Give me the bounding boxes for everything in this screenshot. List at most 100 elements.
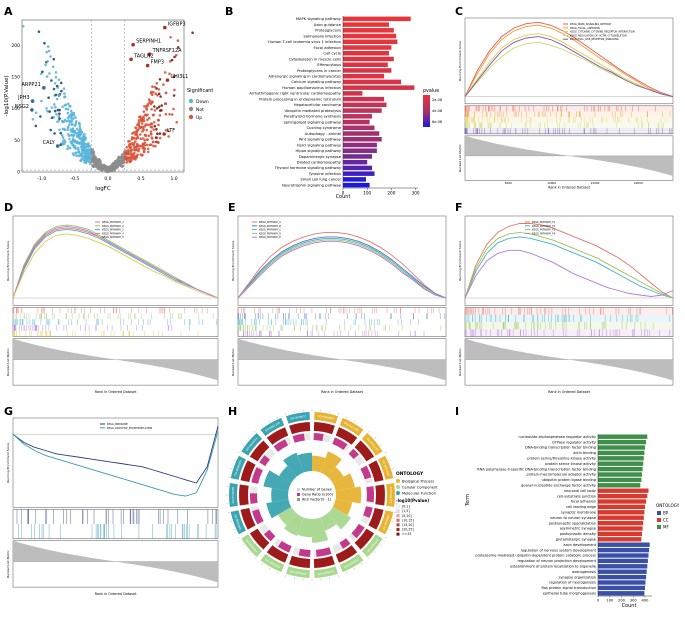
volcano-point — [102, 164, 105, 167]
panel-letter-g: G — [4, 405, 13, 418]
volcano-point — [48, 110, 51, 113]
gsea-legend-label: KEGG_PATHWAY_F2 — [532, 225, 556, 228]
panel-letter-d: D — [4, 201, 13, 214]
volcano-point — [48, 72, 51, 75]
go-bar — [598, 537, 641, 541]
volcano-point — [168, 113, 171, 116]
go-bar — [598, 586, 645, 590]
legend-label-up: Up — [196, 115, 202, 121]
volcano-point — [144, 135, 147, 138]
gsea-xlabel: Rank in Ordered Dataset — [95, 592, 138, 596]
volcano-point — [56, 85, 59, 88]
volcano-point — [138, 147, 141, 150]
ontology-dot-bp — [396, 479, 400, 483]
volcano-point — [87, 158, 90, 161]
kegg-bar — [343, 160, 367, 165]
go-term-label: postsynaptic density — [560, 532, 596, 536]
volcano-point — [139, 115, 142, 118]
gene-label: LTF — [167, 128, 175, 134]
volcano-ytick: 0 — [17, 170, 20, 176]
gsea-ylabel-top: Running Enrichment Score — [231, 241, 235, 281]
volcano-point — [129, 153, 132, 156]
gsea-legend-label: KEGG_PATHWAY_2 — [102, 225, 124, 228]
volcano-point — [148, 117, 151, 120]
panel-letter-c: C — [455, 5, 463, 18]
volcano-point — [54, 110, 57, 113]
volcano-point — [147, 151, 150, 154]
kegg-bar — [343, 120, 370, 125]
volcano-point — [144, 125, 147, 128]
kegg-bar — [343, 183, 370, 188]
go-legend-label-mf: MF — [663, 525, 669, 530]
labeled-gene-point — [162, 132, 166, 136]
kegg-bar — [343, 177, 366, 182]
go-center-legend: Number of Genes Gene Ratio (x100) Rich F… — [297, 488, 334, 502]
volcano-point — [139, 137, 142, 140]
go-term-label: axon development — [563, 543, 596, 547]
pvalue-bin-key — [397, 528, 400, 531]
volcano-point — [82, 135, 85, 138]
gsea-xlabel: Rank in Ordered Dataset — [95, 390, 138, 394]
volcano-point — [134, 131, 137, 134]
go-tick-label: 300 — [630, 599, 638, 603]
go-term-label: GTPase regulator activity — [552, 440, 596, 444]
kegg-term-label: Dopaminergic synapse — [299, 155, 342, 159]
pvalue-colorbar — [423, 95, 430, 127]
kegg-term-label: Axon guidance — [314, 23, 342, 27]
gsea-xtick: 20000 — [634, 181, 643, 185]
gsea-legend-label: KEGG_PATHWAY_F4 — [532, 232, 556, 235]
volcano-point — [57, 109, 60, 112]
go-bar — [598, 559, 648, 563]
gsea-legend-label: KEGG_PATHWAY_5 — [102, 236, 124, 239]
volcano-point — [73, 154, 76, 157]
volcano-point — [155, 87, 158, 90]
center-label-2: Gene Ratio (x100) — [302, 493, 334, 497]
volcano-xlabel: logFC — [95, 186, 111, 192]
go-term-label: protein serine kinase activity — [545, 462, 596, 466]
kegg-bar — [343, 154, 372, 159]
kegg-legend-title: pvalue — [423, 88, 439, 94]
volcano-point — [126, 146, 129, 149]
kegg-term-label: Hippo signaling pathway — [295, 149, 341, 153]
volcano-point — [74, 124, 77, 127]
volcano-point — [60, 82, 63, 85]
volcano-legend-title: Significant — [187, 88, 213, 94]
gsea-legend-label: KEGG_MAPK_SIGNALING_PATHWAY — [570, 23, 612, 26]
volcano-point — [77, 141, 80, 144]
gsea-ylabel-bottom: Ranked List Metric — [231, 348, 235, 376]
volcano-xtick: 0.5 — [137, 176, 144, 182]
labeled-gene-point — [131, 43, 135, 47]
volcano-point — [159, 109, 162, 112]
volcano-point — [76, 128, 79, 131]
volcano-point — [145, 114, 148, 117]
gene-label: NSG2 — [15, 104, 29, 110]
volcano-point — [159, 132, 162, 135]
volcano-point — [150, 130, 153, 133]
kegg-term-label: Thyroid hormone signaling pathway — [274, 166, 342, 170]
go-bar — [598, 591, 644, 595]
gsea-ylabel-top: Running Enrichment Score — [458, 241, 462, 281]
volcano-point — [158, 93, 161, 96]
volcano-point — [127, 149, 130, 152]
volcano-point — [157, 119, 160, 122]
go-xlabel: Count — [622, 603, 637, 609]
volcano-point — [44, 64, 47, 67]
volcano-point — [141, 154, 144, 157]
volcano-point — [164, 71, 167, 74]
volcano-point — [125, 152, 128, 155]
volcano-point — [62, 143, 65, 146]
volcano-point — [47, 45, 50, 48]
kegg-term-label: Small cell lung cancer — [300, 178, 341, 182]
gsea-hit-band — [465, 111, 673, 117]
volcano-point — [133, 148, 136, 151]
volcano-point — [67, 126, 70, 129]
volcano-point — [158, 88, 161, 91]
volcano-point — [142, 128, 145, 131]
labeled-gene-point — [31, 99, 35, 103]
volcano-point — [45, 51, 48, 54]
volcano-point — [146, 108, 149, 111]
volcano-ytick: 200 — [11, 43, 20, 49]
volcano-point — [148, 144, 151, 147]
ontology-label-cc: Cellular Component — [402, 486, 438, 490]
volcano-point — [80, 141, 83, 144]
